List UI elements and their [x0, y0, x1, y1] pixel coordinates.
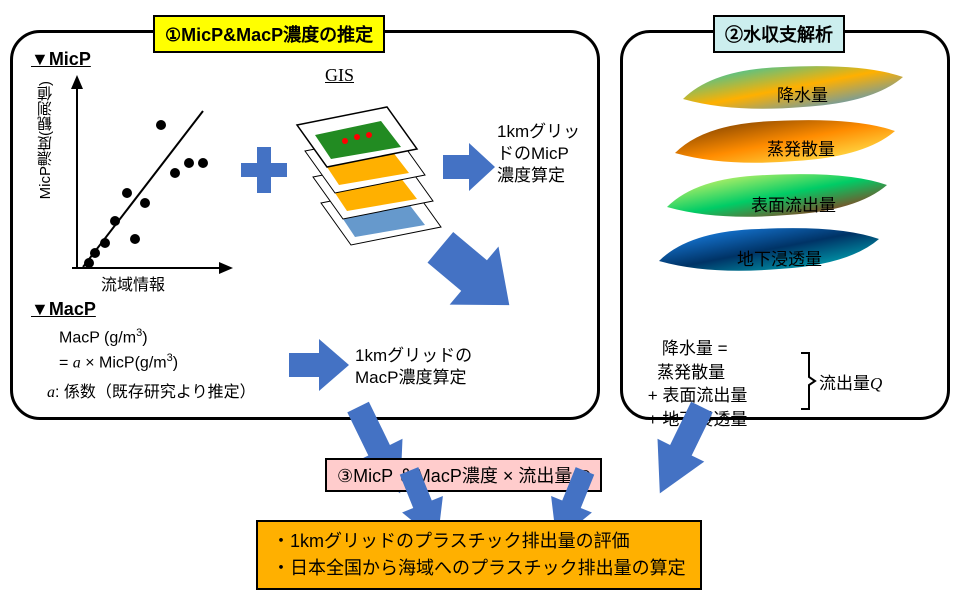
wb-item-runoff: 表面流出量: [751, 191, 836, 216]
bracket-icon: [799, 353, 817, 409]
panel-micp-macp: ①MicP&MacP濃度の推定 ▼MicP MicP濃度(観測値) 流域情報 G…: [10, 30, 600, 420]
arrow-right-2-icon: [289, 339, 349, 391]
macp-grid-desc: 1kmグリッドの MacP濃度算定: [355, 345, 472, 389]
micp-grid-desc: 1kmグリッ ドのMicP 濃度算定: [497, 121, 597, 187]
panel2-title: ②水収支解析: [713, 15, 845, 53]
plus-icon: [241, 147, 287, 193]
wb-bracket-label: 流出量Q: [819, 369, 882, 394]
scatter-xaxis-label: 流域情報: [101, 271, 165, 295]
result-box: ・1kmグリッドのプラスチック排出量の評価・日本全国から海域へのプラスチック排出…: [256, 520, 702, 590]
scatter-plot: [27, 63, 237, 273]
arrow-down-right-icon: [630, 424, 730, 484]
wb-item-evap: 蒸発散量: [767, 135, 835, 160]
wb-item-precip: 降水量: [777, 81, 828, 106]
scatter-yaxis-label: MicP濃度(観測値): [35, 81, 56, 199]
panel-water-balance: ②水収支解析 降水量 蒸発散量 表面流出量 地下浸透量 降水量 = 蒸発散量 +…: [620, 30, 950, 420]
macp-heading: ▼MacP: [31, 299, 96, 320]
macp-equation: MacP (g/m3) = a × MicP(g/m3): [59, 325, 178, 376]
arrow-diagonal-icon: [411, 213, 531, 333]
wb-item-infil: 地下浸透量: [737, 245, 822, 270]
macp-note: a: 係数（既存研究より推定）: [47, 381, 256, 405]
panel1-title: ①MicP&MacP濃度の推定: [153, 15, 385, 53]
gis-label: GIS: [325, 65, 354, 86]
arrow-right-1-icon: [443, 143, 495, 191]
